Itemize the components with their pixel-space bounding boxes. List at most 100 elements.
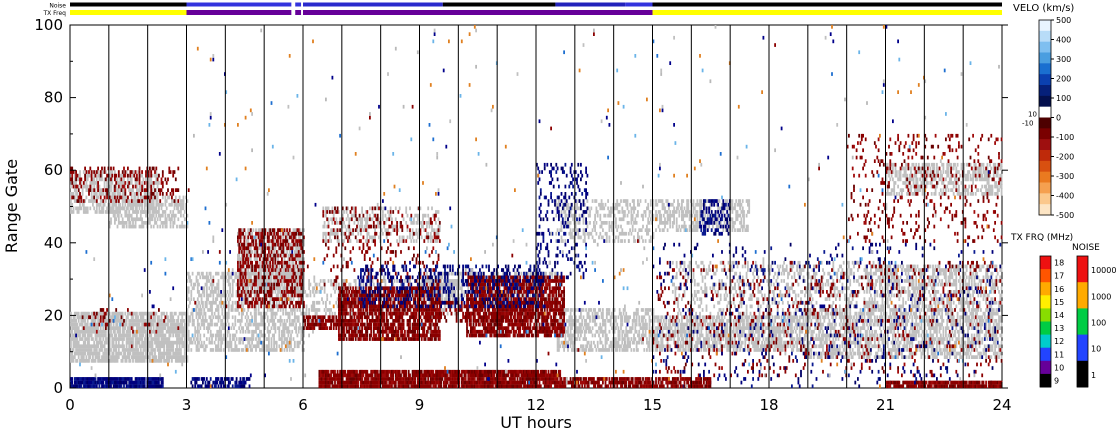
range-gate-cell bbox=[75, 319, 77, 323]
range-gate-cell bbox=[580, 311, 582, 316]
range-gate-cell bbox=[235, 344, 238, 349]
range-gate-cell bbox=[398, 221, 401, 225]
range-gate-cell bbox=[453, 300, 455, 305]
range-gate-cell bbox=[123, 206, 125, 211]
range-gate-cell bbox=[624, 308, 626, 312]
range-gate-cell bbox=[622, 348, 625, 352]
range-gate-cell bbox=[86, 337, 89, 341]
range-gate-cell bbox=[81, 326, 84, 330]
range-gate-cell bbox=[278, 297, 281, 301]
range-gate-cell bbox=[123, 177, 125, 182]
range-gate-cell bbox=[261, 286, 264, 291]
range-gate-cell bbox=[209, 271, 212, 276]
range-gate-cell bbox=[168, 359, 171, 363]
range-gate-cell bbox=[119, 351, 121, 356]
range-gate-cell bbox=[551, 271, 554, 276]
range-gate-cell bbox=[97, 355, 99, 359]
range-gate-cell bbox=[270, 304, 273, 309]
range-gate-cell bbox=[198, 315, 200, 320]
range-gate-cell bbox=[85, 337, 88, 341]
range-gate-cell bbox=[621, 348, 624, 352]
range-gate-cell bbox=[283, 242, 286, 247]
range-gate-cell bbox=[129, 213, 132, 218]
range-gate-cell bbox=[618, 348, 621, 352]
range-gate-cell bbox=[92, 326, 94, 330]
range-gate-cell bbox=[163, 210, 165, 214]
range-gate-cell bbox=[121, 195, 124, 200]
range-gate-cell bbox=[136, 319, 138, 323]
range-gate-cell bbox=[494, 275, 497, 280]
range-gate-cell bbox=[106, 206, 108, 211]
range-gate-cell bbox=[225, 300, 228, 305]
range-gate-cell bbox=[158, 348, 160, 352]
range-gate-cell bbox=[281, 337, 283, 341]
range-gate-cell bbox=[244, 279, 247, 283]
range-gate-cell bbox=[382, 231, 384, 236]
range-gate-cell bbox=[249, 231, 252, 236]
range-gate-cell bbox=[600, 315, 603, 320]
range-gate-cell bbox=[79, 202, 81, 207]
range-gate-cell bbox=[124, 311, 127, 316]
range-gate-cell bbox=[396, 239, 398, 243]
range-gate-cell bbox=[251, 297, 253, 301]
range-gate-cell bbox=[195, 337, 198, 341]
range-gate-cell bbox=[427, 279, 430, 283]
range-gate-cell bbox=[95, 210, 98, 214]
range-gate-cell bbox=[269, 308, 272, 312]
range-gate-cell bbox=[101, 315, 103, 320]
range-gate-cell bbox=[81, 319, 84, 323]
range-gate-cell bbox=[155, 177, 158, 182]
range-gate-cell bbox=[76, 340, 79, 345]
range-gate-cell bbox=[154, 221, 156, 225]
range-gate-cell bbox=[398, 224, 401, 229]
range-gate-cell bbox=[154, 355, 156, 359]
range-gate-cell bbox=[161, 344, 164, 349]
range-gate-cell bbox=[198, 290, 200, 294]
range-gate-cell bbox=[167, 315, 169, 320]
range-gate-cell bbox=[296, 308, 299, 312]
range-gate-cell bbox=[442, 271, 445, 276]
range-gate-cell bbox=[154, 217, 156, 222]
range-gate-cell bbox=[187, 286, 190, 291]
range-gate-cell bbox=[572, 348, 574, 352]
range-gate-cell bbox=[577, 319, 580, 323]
range-gate-cell bbox=[174, 311, 177, 316]
range-gate-cell bbox=[112, 315, 115, 320]
range-gate-cell bbox=[268, 344, 270, 349]
range-gate-cell bbox=[248, 344, 251, 349]
range-gate-cell bbox=[121, 224, 124, 229]
range-gate-cell bbox=[248, 329, 251, 334]
range-gate-cell bbox=[158, 359, 160, 363]
range-gate-cell bbox=[73, 177, 76, 182]
range-gate-cell bbox=[227, 311, 230, 316]
range-gate-cell bbox=[371, 279, 374, 283]
range-gate-cell bbox=[330, 279, 332, 283]
range-gate-cell bbox=[139, 351, 142, 356]
range-gate-cell bbox=[269, 239, 272, 243]
range-gate-cell bbox=[440, 308, 442, 312]
range-gate-cell bbox=[574, 315, 577, 320]
range-gate-cell bbox=[194, 340, 197, 345]
range-gate-cell bbox=[130, 224, 133, 229]
range-gate-cell bbox=[255, 348, 257, 352]
range-gate-cell bbox=[177, 217, 180, 222]
range-gate-cell bbox=[231, 282, 234, 287]
range-gate-cell bbox=[75, 326, 77, 330]
range-gate-cell bbox=[114, 326, 116, 330]
range-gate-cell bbox=[287, 329, 290, 334]
range-gate-cell bbox=[149, 206, 151, 211]
range-gate-cell bbox=[246, 239, 248, 243]
range-gate-cell bbox=[242, 348, 244, 352]
range-gate-cell bbox=[287, 293, 290, 298]
range-gate-cell bbox=[213, 286, 216, 291]
range-gate-cell bbox=[361, 308, 363, 312]
range-gate-cell bbox=[137, 195, 140, 200]
range-gate-cell bbox=[134, 181, 137, 185]
range-gate-cell bbox=[286, 326, 288, 330]
range-gate-cell bbox=[79, 329, 81, 334]
range-gate-cell bbox=[102, 344, 105, 349]
range-gate-cell bbox=[164, 351, 167, 356]
range-gate-cell bbox=[121, 221, 124, 225]
range-gate-cell bbox=[82, 319, 85, 323]
range-gate-cell bbox=[243, 268, 246, 272]
